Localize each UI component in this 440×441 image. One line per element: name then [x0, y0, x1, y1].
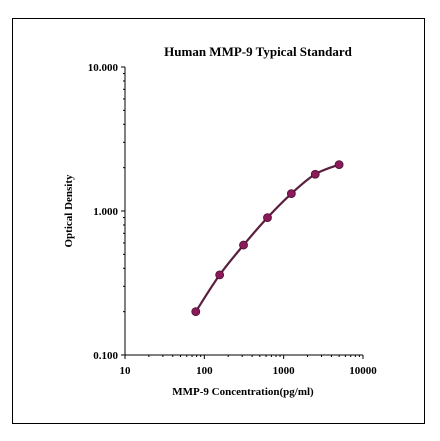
y-tick-label: 1.000	[93, 206, 118, 218]
series-line	[194, 163, 340, 313]
data-point	[263, 213, 272, 222]
axes	[124, 67, 363, 356]
y-axis-label: Optical Density	[63, 174, 75, 248]
data-point	[334, 160, 344, 170]
chart-frame	[12, 18, 425, 424]
x-tick-label: 10000	[349, 365, 377, 377]
data-point	[215, 270, 225, 280]
x-axis-label: MMP-9 Concentration(pg/ml)	[172, 386, 314, 398]
x-tick-label: 10	[120, 365, 132, 377]
data-point	[310, 169, 320, 179]
x-tick-label: 100	[196, 365, 213, 377]
data-point	[286, 189, 296, 199]
y-tick-label: 0.100	[93, 350, 118, 362]
chart-title: Human MMP-9 Typical Standard	[164, 44, 352, 59]
x-tick-label: 1000	[273, 365, 296, 377]
data-point	[191, 307, 201, 317]
y-tick-label: 10.000	[88, 62, 119, 74]
ticks: 0.100 1.000 10.000 10 100 1000 10000	[88, 62, 378, 377]
data-point	[239, 240, 248, 250]
plot-area	[191, 160, 344, 317]
